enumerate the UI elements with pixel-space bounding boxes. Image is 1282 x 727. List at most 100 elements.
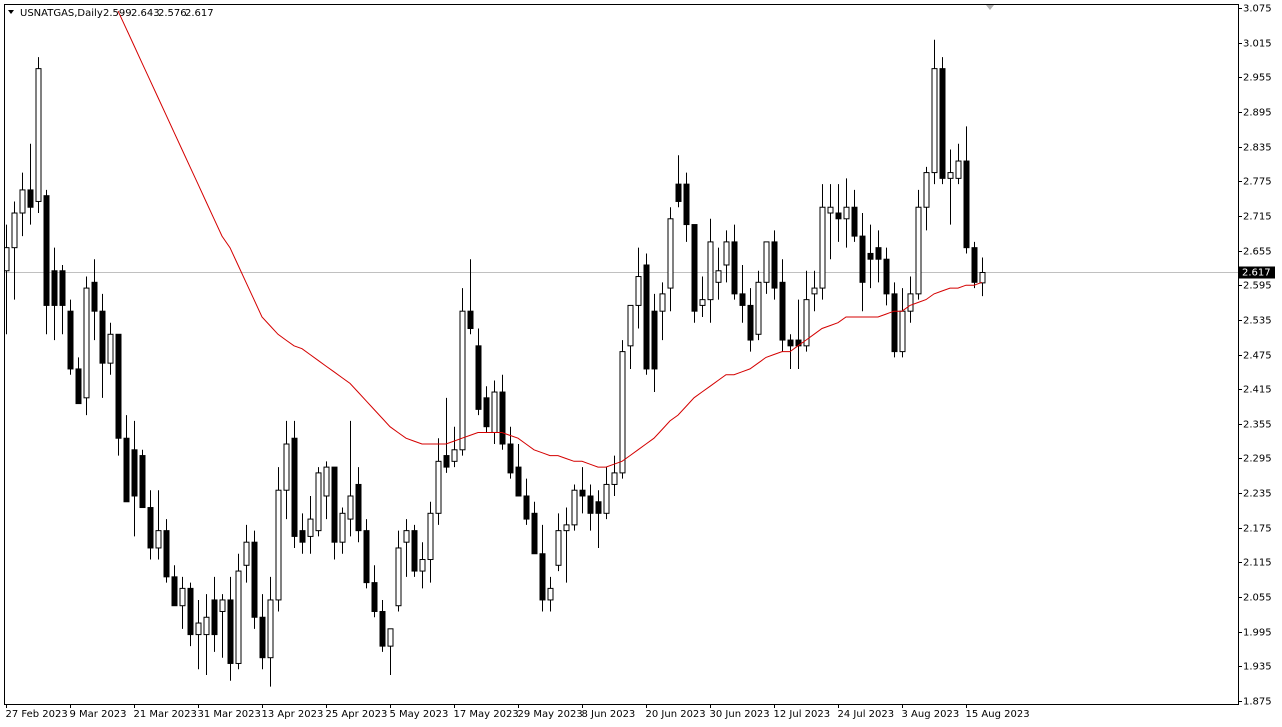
x-tick-label: 25 Apr 2023	[326, 709, 388, 720]
menu-arrow	[8, 10, 14, 14]
candle-body	[499, 391, 506, 445]
candle-body	[531, 512, 538, 555]
candle-body	[339, 512, 346, 543]
candle-body	[283, 443, 290, 491]
candle-body	[755, 281, 762, 335]
candle-body	[59, 270, 66, 306]
candle-body	[827, 206, 834, 214]
candle-body	[275, 489, 282, 601]
candle-body	[627, 304, 634, 347]
candle-body	[779, 281, 786, 341]
candle-body	[35, 68, 42, 202]
candle-body	[227, 599, 234, 664]
candle-body	[195, 622, 202, 636]
candle-body	[963, 160, 970, 249]
candle-body	[419, 559, 426, 572]
candle-body	[147, 507, 154, 549]
y-tick-label: 2.655	[1243, 247, 1272, 258]
x-tick-label: 29 May 2023	[518, 709, 583, 720]
candle-body	[43, 195, 50, 306]
candle-body	[611, 472, 618, 485]
y-tick-label: 1.995	[1243, 628, 1272, 639]
candle-body	[571, 489, 578, 526]
x-tick-label: 5 May 2023	[390, 709, 449, 720]
candle-body	[595, 501, 602, 514]
candle-body	[403, 530, 410, 543]
chart-title: USNATGAS,Daily	[20, 8, 103, 19]
candle-body	[563, 524, 570, 532]
y-tick-label: 2.775	[1243, 177, 1272, 188]
candle-body	[219, 599, 226, 612]
candle-body	[243, 541, 250, 566]
candle-body	[555, 530, 562, 566]
candle-body	[83, 287, 90, 399]
shift-marker	[986, 5, 994, 10]
candle-body	[707, 241, 714, 301]
x-tick-label: 3 Aug 2023	[902, 709, 960, 720]
candle-body	[723, 241, 730, 266]
candle-body	[235, 570, 242, 664]
candle-body	[99, 310, 106, 364]
candle-body	[947, 172, 954, 179]
candle-body	[747, 304, 754, 341]
candle-body	[27, 189, 34, 208]
candle-body	[107, 333, 114, 364]
x-tick-label: 20 Jun 2023	[646, 709, 706, 720]
candle-body	[835, 212, 842, 220]
candle-body	[427, 512, 434, 561]
candle-body	[507, 443, 514, 474]
candle-body	[883, 258, 890, 295]
candle-body	[91, 281, 98, 312]
candle-body	[379, 610, 386, 647]
candle-body	[467, 310, 474, 330]
y-tick-label: 1.935	[1243, 662, 1272, 673]
y-tick-label: 2.895	[1243, 108, 1272, 119]
header-low: 2.576	[158, 8, 187, 19]
candle-body	[731, 241, 738, 295]
candle-body	[371, 582, 378, 612]
candle-body	[171, 576, 178, 607]
candle-body	[683, 183, 690, 226]
candle-body	[51, 270, 58, 306]
candle-body	[851, 206, 858, 237]
candle-body	[867, 252, 874, 260]
candle-body	[291, 437, 298, 537]
y-tick-label: 2.295	[1243, 454, 1272, 465]
candle-body	[579, 489, 586, 497]
candle-body	[915, 206, 922, 295]
candle-body	[179, 587, 186, 607]
y-tick-label: 3.015	[1243, 39, 1272, 50]
candle-body	[931, 68, 938, 174]
x-tick-label: 8 Jun 2023	[582, 709, 636, 720]
candle-body	[347, 495, 354, 520]
candle-body	[819, 206, 826, 289]
y-tick-label: 1.875	[1243, 697, 1272, 708]
candle-body	[843, 206, 850, 220]
y-tick-label: 2.175	[1243, 524, 1272, 535]
x-tick-label: 27 Feb 2023	[6, 709, 68, 720]
candle-body	[811, 287, 818, 295]
candle-body	[523, 495, 530, 520]
x-tick-label: 24 Jul 2023	[838, 709, 895, 720]
y-tick-label: 2.595	[1243, 281, 1272, 292]
candle-body	[387, 628, 394, 647]
candle-body	[875, 247, 882, 260]
candle-body	[939, 68, 946, 179]
candle-body	[363, 530, 370, 584]
header-high: 2.643	[131, 8, 160, 19]
candle-body	[787, 339, 794, 347]
y-tick-label: 2.415	[1243, 385, 1272, 396]
candle-body	[163, 530, 170, 578]
y-tick-label: 2.235	[1243, 489, 1272, 500]
candle-body	[659, 293, 666, 312]
x-tick-label: 31 Mar 2023	[198, 709, 261, 720]
candle-body	[19, 189, 26, 214]
candle-body	[715, 270, 722, 283]
candle-body	[67, 310, 74, 370]
candle-body	[259, 616, 266, 659]
x-tick-label: 30 Jun 2023	[710, 709, 770, 720]
candle-body	[5, 247, 10, 272]
x-tick-label: 13 Apr 2023	[262, 709, 324, 720]
candle-body	[155, 530, 162, 549]
